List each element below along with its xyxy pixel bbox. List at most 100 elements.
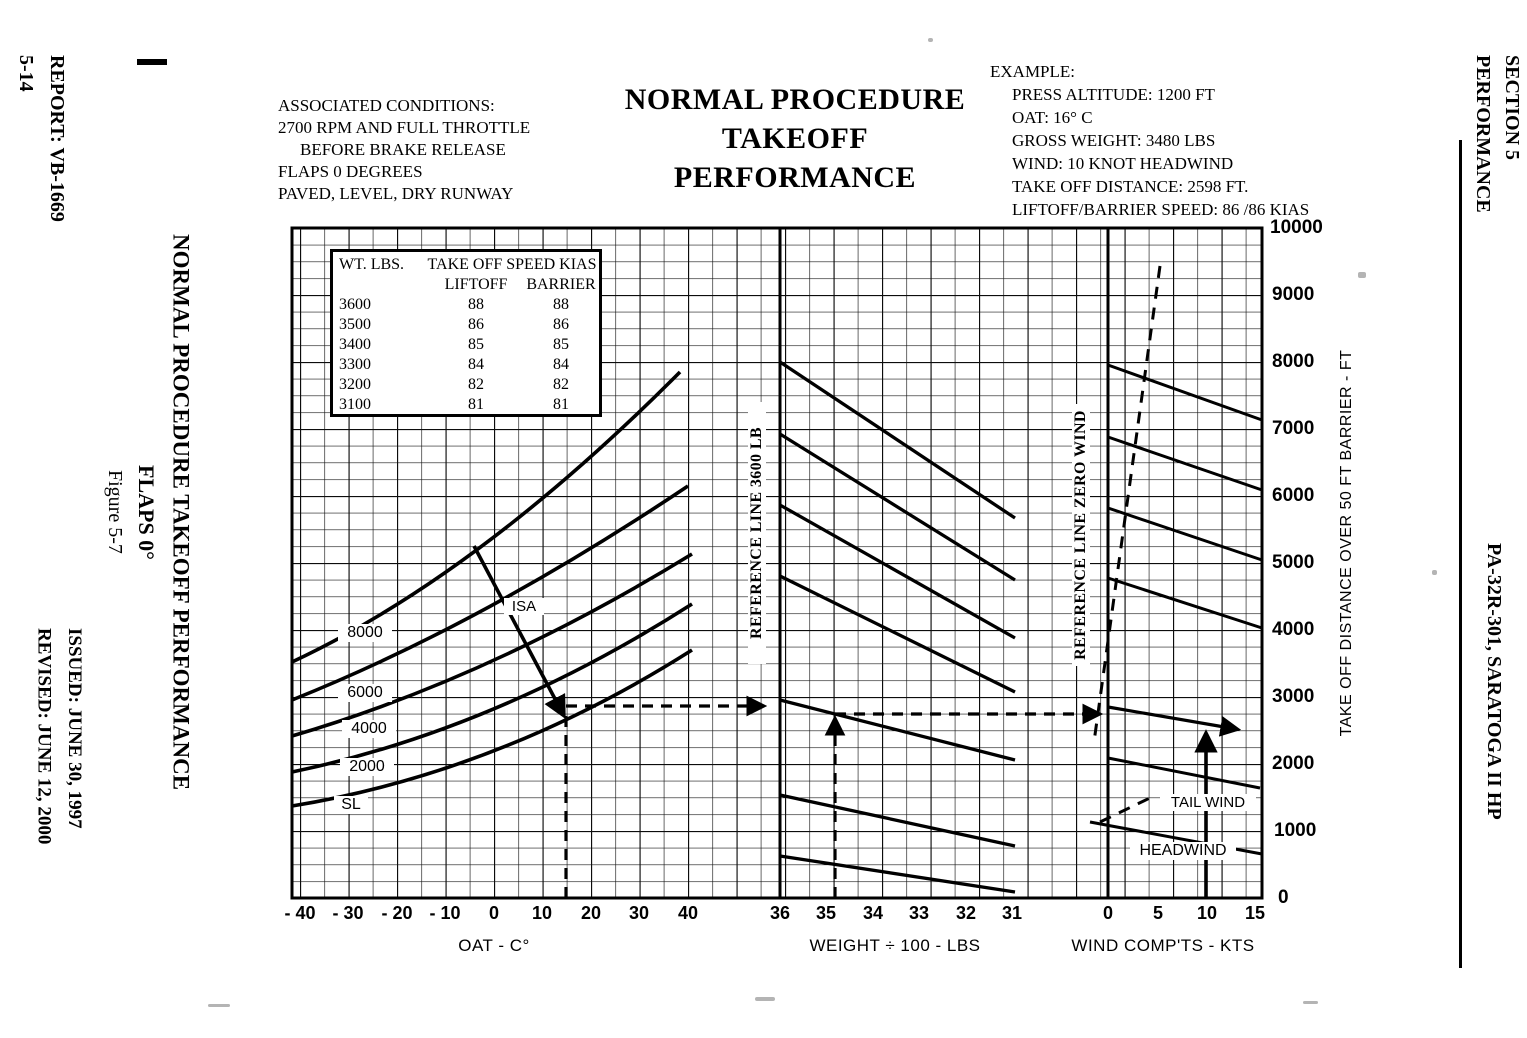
left-margin-figure-block: NORMAL PROCEDURE TAKEOFF PERFORMANCE FLA… [100, 158, 198, 866]
tailwind-guide-lines [1092, 265, 1162, 824]
trace-wind-slope [1107, 705, 1242, 737]
right-margin-rule [1459, 140, 1462, 968]
cell-barrier: 86 [553, 316, 569, 333]
report-number: REPORT: VB-1669 [46, 55, 68, 222]
cell-liftoff: 84 [468, 356, 484, 373]
scan-artifact [1432, 570, 1437, 575]
curve-4000 [291, 552, 693, 738]
oat-tick: - 30 [332, 903, 364, 923]
left-margin-report-block: REPORT: VB-1669 5-14 [10, 55, 72, 355]
chart-title-line: PERFORMANCE [673, 161, 917, 194]
wind-tick: 15 [1244, 903, 1266, 923]
section-number: SECTION 5 [1501, 55, 1523, 161]
reference-label-zero-wind: REFERENCE LINE ZERO WIND [1072, 404, 1090, 666]
takeoff-speed-table: WT. LBS. TAKE OFF SPEED KIAS LIFTOFF BAR… [330, 249, 602, 417]
weight-tick: 32 [955, 903, 977, 923]
cell-barrier: 84 [553, 356, 569, 373]
cell-weight: 3100 [339, 396, 371, 413]
headwind-label: HEADWIND [1130, 842, 1236, 860]
scan-artifact [208, 1004, 230, 1007]
table-row: 3300 84 84 [339, 355, 599, 375]
cell-liftoff: 88 [468, 296, 484, 313]
example-line: TAKE OFF DISTANCE: 2598 FT. [1012, 177, 1249, 196]
cell-barrier: 88 [553, 296, 569, 313]
wind-axis-title: WIND COMP'TS - KTS [1071, 936, 1255, 955]
altitude-label-sl: SL [334, 796, 368, 814]
chart-title-line: TAKEOFF [721, 122, 869, 155]
distance-tick: 0 [1278, 887, 1289, 908]
section-name: PERFORMANCE [1472, 55, 1494, 213]
page-number: 5-14 [15, 55, 37, 92]
cell-weight: 3500 [339, 316, 371, 333]
cell-barrier: 81 [553, 396, 569, 413]
example-trace [564, 695, 1242, 898]
page-mark-dash [137, 59, 167, 65]
cell-barrier: 85 [553, 336, 569, 353]
associated-conditions: ASSOCIATED CONDITIONS: 2700 RPM AND FULL… [278, 95, 530, 205]
cell-weight: 3600 [339, 296, 371, 313]
distance-tick: 4000 [1272, 619, 1315, 640]
scan-artifact [1358, 272, 1366, 278]
cell-weight: 3300 [339, 356, 371, 373]
cell-liftoff: 82 [468, 376, 484, 393]
figure-title: NORMAL PROCEDURE TAKEOFF PERFORMANCE [168, 233, 194, 791]
revised-date: REVISED: JUNE 12, 2000 [33, 628, 55, 845]
altitude-label-8000: 8000 [338, 624, 392, 642]
table-subheader-liftoff: LIFTOFF [444, 276, 508, 293]
oat-tick: 30 [628, 903, 650, 923]
example-line: GROSS WEIGHT: 3480 LBS [1012, 131, 1216, 150]
example-line: PRESS ALTITUDE: 1200 FT [1012, 85, 1215, 104]
oat-tick: 0 [488, 903, 499, 923]
conditions-line: 2700 RPM AND FULL THROTTLE [278, 118, 531, 137]
distance-tick: 7000 [1272, 418, 1315, 439]
table-row: 3200 82 82 [339, 375, 599, 395]
wind-tick: 0 [1102, 903, 1113, 923]
distance-tick: 5000 [1272, 552, 1315, 573]
cell-weight: 3200 [339, 376, 371, 393]
isa-label: ISA [504, 598, 544, 615]
oat-tick: - 10 [429, 903, 461, 923]
wind-tick: 10 [1196, 903, 1218, 923]
left-margin-dates-block: ISSUED: JUNE 30, 1997 REVISED: JUNE 12, … [28, 628, 89, 1032]
chart-title: NORMAL PROCEDURE TAKEOFF PERFORMANCE [585, 80, 1005, 197]
altitude-label-6000: 6000 [338, 684, 392, 702]
curve-sl [291, 648, 693, 808]
oat-tick: 10 [531, 903, 553, 923]
oat-tick: 40 [677, 903, 699, 923]
scan-artifact [1303, 1001, 1318, 1004]
table-subheader-barrier: BARRIER [526, 276, 596, 293]
right-margin-section-block: SECTION 5 PERFORMANCE [1468, 55, 1526, 315]
distance-tick: 2000 [1272, 753, 1315, 774]
aircraft-model: PA-32R-301, SARATOGA II HP [1483, 543, 1505, 820]
weight-tick: 33 [908, 903, 930, 923]
grid [290, 226, 1264, 900]
conditions-line: FLAPS 0 DEGREES [278, 162, 423, 181]
example-block: EXAMPLE: PRESS ALTITUDE: 1200 FT OAT: 16… [990, 60, 1309, 221]
cell-weight: 3400 [339, 336, 371, 353]
table-row: 3600 88 88 [339, 295, 599, 315]
scan-artifact [928, 38, 933, 42]
table-header-speed: TAKE OFF SPEED KIAS [427, 256, 597, 273]
curve-6000 [291, 484, 690, 702]
weight-guide-lines [779, 360, 1016, 894]
figure-caption: Figure 5-7 [104, 470, 126, 554]
oat-tick: - 40 [284, 903, 316, 923]
distance-tick: 6000 [1272, 485, 1315, 506]
conditions-line: BEFORE BRAKE RELEASE [300, 140, 506, 159]
weight-tick: 31 [1001, 903, 1023, 923]
oat-tick: 20 [580, 903, 602, 923]
distance-tick: 1000 [1274, 820, 1317, 841]
conditions-heading: ASSOCIATED CONDITIONS: [278, 96, 495, 115]
altitude-label-2000: 2000 [340, 758, 394, 776]
weight-tick: 34 [862, 903, 884, 923]
cell-liftoff: 86 [468, 316, 484, 333]
table-row: 3500 86 86 [339, 315, 599, 335]
table-header-weight: WT. LBS. [339, 256, 405, 273]
example-heading: EXAMPLE: [990, 62, 1075, 81]
distance-tick: 8000 [1272, 351, 1315, 372]
reference-label-3600lb: REFERENCE LINE 3600 LB [748, 402, 766, 664]
tail-wind-label: TAIL WIND [1160, 794, 1256, 811]
issued-date: ISSUED: JUNE 30, 1997 [63, 628, 85, 829]
distance-tick: 3000 [1272, 686, 1315, 707]
